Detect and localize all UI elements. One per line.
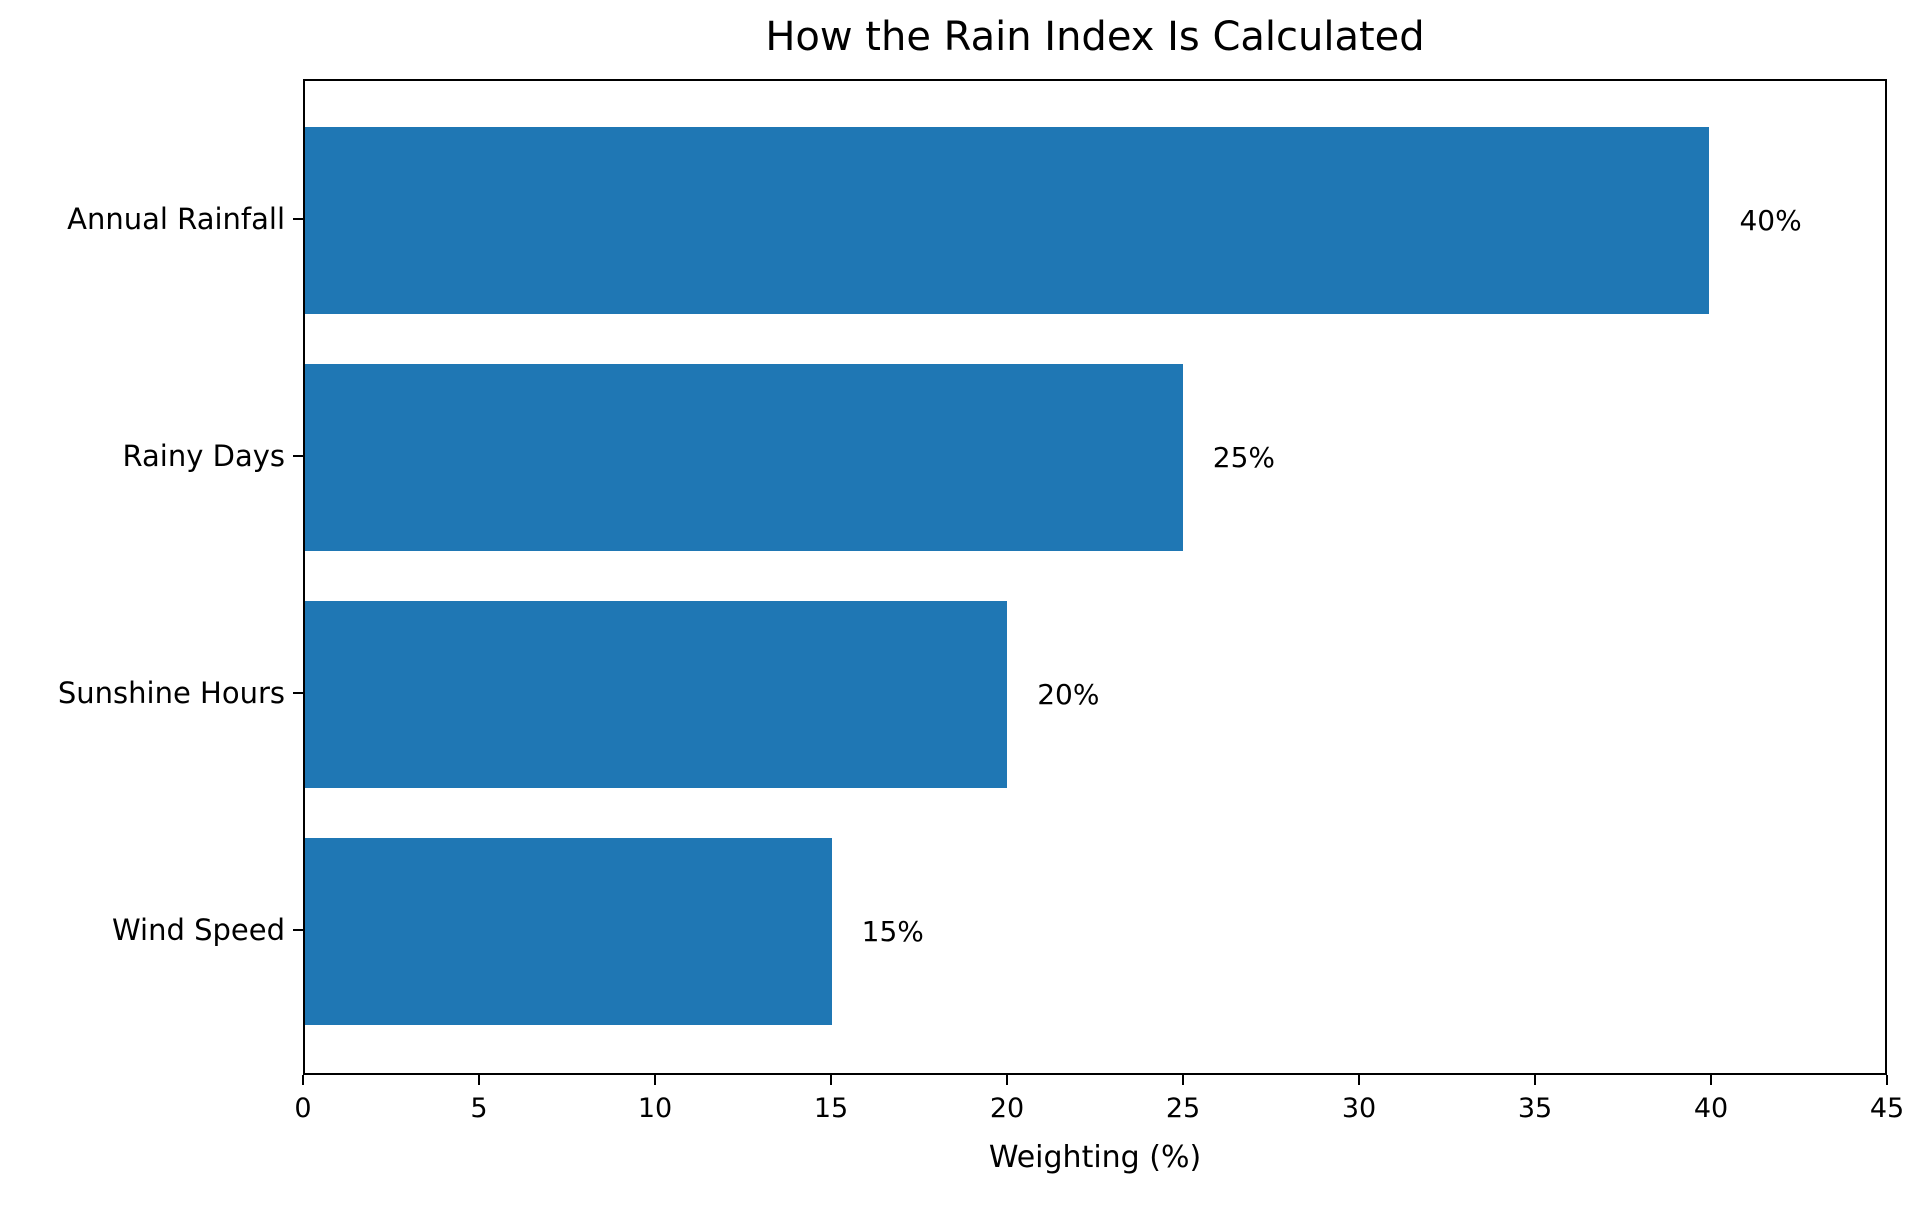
category-label-sunshine-hours: Sunshine Hours (57, 675, 285, 710)
x-tick-label-0: 0 (294, 1093, 312, 1124)
value-label-annual-rainfall: 40% (1739, 204, 1802, 237)
chart-title: How the Rain Index Is Calculated (765, 14, 1425, 60)
y-tick-annual-rainfall (293, 217, 303, 220)
value-label-rainy-days: 25% (1212, 441, 1275, 474)
x-tick-label-35: 35 (1517, 1093, 1553, 1124)
bar-sunshine-hours (305, 601, 1008, 788)
y-tick-rainy-days (293, 454, 303, 457)
value-label-wind-speed: 15% (861, 915, 924, 948)
x-tick-label-30: 30 (1341, 1093, 1377, 1124)
x-tick-10 (654, 1075, 656, 1085)
x-tick-15 (830, 1075, 832, 1085)
x-tick-25 (1182, 1075, 1184, 1085)
bar-annual-rainfall (305, 127, 1710, 314)
plot-area: 40% 25% 20% 15% (303, 79, 1887, 1075)
bar-wind-speed (305, 838, 832, 1025)
x-axis-label: Weighting (%) (988, 1140, 1202, 1175)
category-label-annual-rainfall: Annual Rainfall (67, 201, 285, 236)
x-tick-label-25: 25 (1165, 1093, 1201, 1124)
y-tick-wind-speed (293, 928, 303, 931)
category-label-wind-speed: Wind Speed (111, 912, 285, 947)
bar-rainy-days (305, 364, 1183, 551)
x-tick-35 (1534, 1075, 1536, 1085)
x-tick-label-20: 20 (989, 1093, 1025, 1124)
category-label-rainy-days: Rainy Days (122, 438, 285, 473)
x-tick-5 (478, 1075, 480, 1085)
x-tick-45 (1886, 1075, 1888, 1085)
x-tick-20 (1006, 1075, 1008, 1085)
x-tick-label-40: 40 (1693, 1093, 1729, 1124)
x-tick-label-15: 15 (813, 1093, 849, 1124)
y-tick-sunshine-hours (293, 691, 303, 694)
x-tick-0 (302, 1075, 304, 1085)
x-tick-label-5: 5 (470, 1093, 488, 1124)
value-label-sunshine-hours: 20% (1037, 678, 1100, 711)
x-tick-label-10: 10 (637, 1093, 673, 1124)
x-tick-40 (1710, 1075, 1712, 1085)
x-tick-label-45: 45 (1869, 1093, 1905, 1124)
x-tick-30 (1358, 1075, 1360, 1085)
